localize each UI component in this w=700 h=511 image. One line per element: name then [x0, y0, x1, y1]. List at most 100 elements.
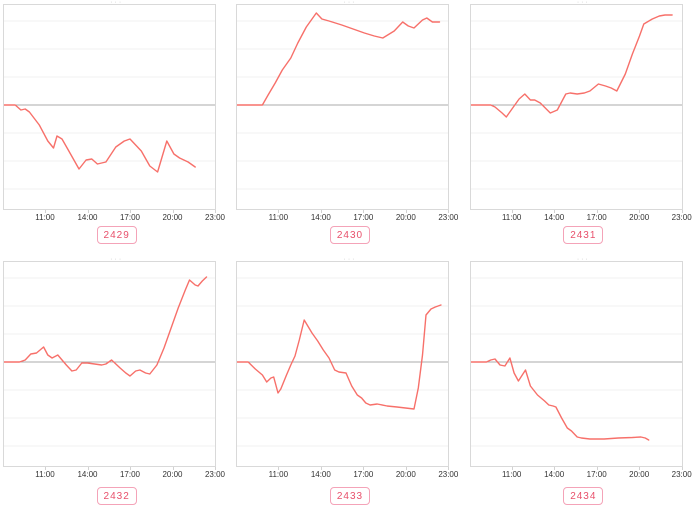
x-tick-label: 14:00: [544, 213, 565, 222]
x-tick-label: 23:00: [438, 213, 459, 222]
x-axis: 11:00 14:00 17:00 20:00 23:00: [236, 467, 458, 481]
x-tick-label: 23:00: [204, 470, 226, 479]
chart-title-clipped: ···: [110, 257, 124, 261]
x-axis: 11:00 14:00 17:00 20:00 23:00: [3, 210, 225, 224]
x-tick-mark: [511, 210, 513, 213]
line-chart: [237, 277, 449, 447]
x-tick-label: 14:00: [77, 470, 98, 479]
chart-id-chip[interactable]: 2429: [96, 226, 137, 244]
x-tick-label: 20:00: [395, 470, 416, 479]
x-tick-mark: [405, 467, 407, 470]
x-axis: 11:00 14:00 17:00 20:00 23:00: [236, 210, 458, 224]
chart-cell: ··· 11:00 14:00 17:00 20:00 23:00 2429: [0, 0, 233, 255]
x-tick-label: 17:00: [353, 213, 374, 222]
chart-cell: ··· 11:00 14:00 17:00 20:00 23:00 2430: [233, 0, 466, 255]
x-axis: 11:00 14:00 17:00 20:00 23:00: [470, 210, 692, 224]
x-tick-mark: [681, 210, 683, 213]
x-tick-mark: [554, 467, 556, 470]
x-tick-mark: [448, 210, 450, 213]
x-tick-label: 14:00: [544, 470, 565, 479]
x-tick-label: 11:00: [35, 470, 55, 479]
chart-id-chip[interactable]: 2432: [96, 487, 137, 505]
chart-title-clipped: ···: [343, 257, 357, 261]
x-tick-mark: [45, 210, 46, 213]
x-tick-mark: [278, 467, 280, 470]
chart-cell: ··· 11:00 14:00 17:00 20:00 23:00 2434: [467, 255, 700, 511]
chart-plot-area: [3, 4, 216, 210]
chart-id-chip[interactable]: 2434: [563, 487, 604, 505]
chart-cell: ··· 11:00 14:00 17:00 20:00 23:00 2432: [0, 255, 233, 511]
x-tick-label: 14:00: [310, 470, 331, 479]
x-tick-mark: [172, 210, 174, 213]
x-tick-mark: [596, 210, 598, 213]
line-chart: [470, 277, 682, 447]
x-tick-label: 17:00: [353, 470, 374, 479]
x-tick-label: 11:00: [35, 213, 55, 222]
series-line: [470, 357, 650, 441]
x-tick-mark: [45, 467, 46, 470]
chart-cell: ··· 11:00 14:00 17:00 20:00 23:00 2433: [233, 255, 466, 511]
charts-row-bottom: ··· 11:00 14:00 17:00 20:00 23:00 2432 ··· 1…: [0, 255, 700, 511]
x-tick-mark: [639, 210, 641, 213]
x-tick-mark: [405, 210, 407, 213]
series-line: [4, 104, 196, 173]
x-tick-mark: [87, 467, 89, 470]
x-tick-mark: [87, 210, 89, 213]
x-tick-label: 17:00: [119, 213, 141, 222]
charts-row-top: ··· 11:00 14:00 17:00 20:00 23:00 2429 ··· 1…: [0, 0, 700, 255]
x-tick-label: 23:00: [671, 470, 692, 479]
x-tick-label: 11:00: [268, 213, 289, 222]
chart-title-clipped: ···: [576, 257, 590, 261]
chart-title-clipped: ···: [343, 0, 357, 4]
x-tick-mark: [215, 210, 216, 213]
chart-id-chip[interactable]: 2431: [563, 226, 604, 244]
series-line: [237, 12, 441, 106]
x-tick-label: 11:00: [501, 213, 522, 222]
chart-id-row: 2430: [233, 225, 466, 244]
x-tick-mark: [639, 467, 641, 470]
line-chart: [237, 12, 449, 190]
x-tick-label: 23:00: [671, 213, 692, 222]
x-tick-label: 23:00: [204, 213, 226, 222]
x-tick-label: 20:00: [629, 213, 650, 222]
x-tick-mark: [130, 467, 131, 470]
chart-id-chip[interactable]: 2433: [329, 487, 371, 505]
line-chart: [4, 20, 215, 190]
x-tick-mark: [320, 210, 322, 213]
chart-plot-area: [3, 261, 216, 467]
line-chart: [4, 276, 215, 447]
chart-id-row: 2431: [467, 225, 700, 244]
chart-plot-area: [469, 4, 683, 210]
x-tick-mark: [596, 467, 598, 470]
chart-id-row: 2434: [467, 486, 700, 505]
chart-plot-area: [236, 261, 450, 467]
x-tick-label: 17:00: [119, 470, 141, 479]
x-tick-label: 20:00: [162, 470, 183, 479]
x-tick-mark: [511, 467, 513, 470]
x-tick-mark: [320, 467, 322, 470]
x-tick-mark: [278, 210, 280, 213]
x-tick-label: 17:00: [586, 470, 607, 479]
x-tick-mark: [363, 467, 365, 470]
x-tick-label: 17:00: [586, 213, 607, 222]
x-tick-label: 11:00: [501, 470, 522, 479]
x-tick-mark: [554, 210, 556, 213]
chart-plot-area: [236, 4, 450, 210]
x-tick-label: 20:00: [629, 470, 650, 479]
chart-id-chip[interactable]: 2430: [329, 226, 371, 244]
series-line: [470, 14, 673, 118]
x-tick-label: 20:00: [162, 213, 183, 222]
x-tick-mark: [363, 210, 365, 213]
chart-title-clipped: ···: [576, 0, 590, 4]
x-tick-mark: [172, 467, 174, 470]
chart-title-clipped: ···: [110, 0, 124, 4]
x-tick-label: 14:00: [310, 213, 331, 222]
x-tick-mark: [681, 467, 683, 470]
line-chart: [470, 14, 682, 190]
chart-id-row: 2429: [0, 225, 233, 244]
x-tick-label: 20:00: [395, 213, 416, 222]
x-axis: 11:00 14:00 17:00 20:00 23:00: [470, 467, 692, 481]
x-tick-label: 23:00: [438, 470, 459, 479]
chart-id-row: 2433: [233, 486, 466, 505]
